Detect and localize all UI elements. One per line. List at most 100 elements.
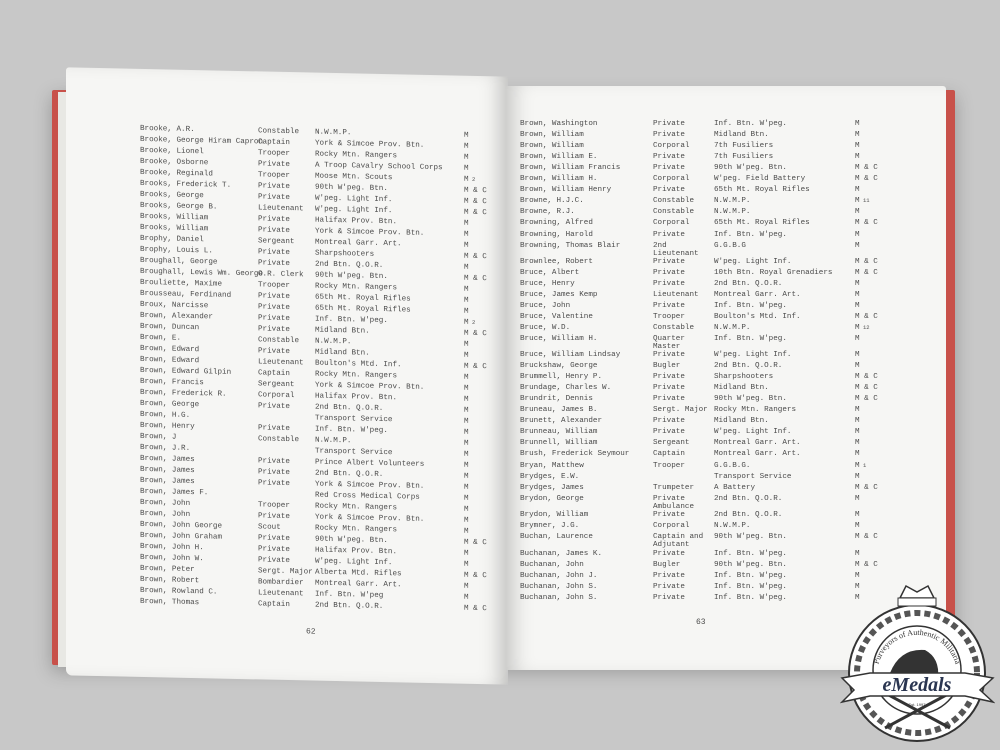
entry-rank: Quarter Master xyxy=(653,334,685,352)
entry-medal: M xyxy=(464,153,469,162)
entry-medal: M xyxy=(855,362,860,371)
entry-medal: M xyxy=(464,527,469,536)
entry-name: Brooke, Osborne xyxy=(140,157,209,168)
entry-unit: Sharpshooters xyxy=(714,373,774,382)
entry-name: Brooke, George Hiram Capron xyxy=(140,135,264,147)
entry-name: Browne, H.J.C. xyxy=(520,197,584,206)
entry-name: Brydges, James xyxy=(520,483,584,492)
entry-medal: M xyxy=(855,521,860,530)
entry-rank: Corporal xyxy=(653,142,690,151)
entry-rank: Private xyxy=(653,120,685,128)
entry-rank: Captain xyxy=(258,600,290,610)
entry-unit: N.W.M.P. xyxy=(315,337,352,347)
entry-medal: M xyxy=(464,164,469,173)
entry-name: Brundrit, Dennis xyxy=(520,395,593,404)
entry-rank: Private xyxy=(258,556,290,566)
entry-rank: Private xyxy=(258,215,290,225)
entry-medal: M xyxy=(855,197,860,206)
entry-unit: 90th W'peg. Btn. xyxy=(714,164,787,173)
entry-rank: Private xyxy=(258,303,290,313)
entry-rank: Private xyxy=(258,314,290,324)
entry-unit: Montreal Garr. Art. xyxy=(315,238,402,249)
entry-name: Brown, Edward xyxy=(140,355,200,366)
entry-rank: Trooper xyxy=(653,312,685,321)
entry-medal: M xyxy=(464,230,469,239)
entry-rank: Private Ambulance xyxy=(653,494,695,512)
entry-medal: M xyxy=(855,230,860,239)
entry-unit: Rocky Mtn. Rangers xyxy=(714,406,797,415)
entry-rank: 2nd Lieutenant xyxy=(653,241,699,259)
entry-medal: M xyxy=(464,505,469,514)
entry-name: Brooke, Reginald xyxy=(140,168,213,179)
entry-name: Broughall, Lewis Wm. George xyxy=(140,267,264,279)
entry-rank: Private xyxy=(258,457,290,467)
entry-name: Brunnell, William xyxy=(520,439,598,448)
entry-name: Brummell, Henry P. xyxy=(520,373,603,382)
entry-medal: M & C xyxy=(464,571,487,581)
entry-unit: N.W.M.P. xyxy=(315,128,352,138)
entry-name: Brown, John George xyxy=(140,520,223,531)
entry-unit: Inf. Btn. W'peg. xyxy=(714,594,787,603)
page-edges xyxy=(58,92,68,667)
entry-medal: M xyxy=(464,285,469,294)
entry-name: Brouliette, Maxime xyxy=(140,278,223,289)
entry-rank: Corporal xyxy=(653,521,690,530)
entry-name: Brown, John H. xyxy=(140,542,204,553)
entry-unit: Inf. Btn. W'peg. xyxy=(315,315,388,326)
entry-name: Brown, William xyxy=(520,131,584,140)
entry-name: Brownlee, Robert xyxy=(520,257,593,266)
entry-name: Bruce, W.D. xyxy=(520,323,571,332)
entry-footnote: 12 xyxy=(863,323,870,331)
entry-medal: M xyxy=(855,472,860,481)
entry-unit: York & Simcoe Prov. Btn. xyxy=(315,480,425,491)
entry-medal: M xyxy=(855,549,860,558)
entry-unit: York & Simcoe Prov. Btn. xyxy=(315,513,425,524)
entry-medal: M & C xyxy=(464,362,487,372)
entry-name: Brundage, Charles W. xyxy=(520,384,612,393)
entry-unit: A Battery xyxy=(714,483,756,492)
entry-medal: M xyxy=(855,461,860,470)
entry-medal: M xyxy=(464,395,469,404)
entry-rank: Private xyxy=(258,325,290,335)
entry-medal: M xyxy=(855,351,860,359)
entry-medal: M & C xyxy=(855,373,878,382)
entry-medal: M xyxy=(855,323,860,332)
entry-rank: Sergeant xyxy=(653,439,690,448)
entry-rank: Trumpeter xyxy=(653,483,695,492)
entry-rank: Private xyxy=(653,428,685,437)
entry-rank: Private xyxy=(653,131,685,140)
entry-rank: Constable xyxy=(653,197,695,206)
entry-name: Brydges, E.W. xyxy=(520,472,580,481)
entry-unit: Rocky Mtn. Rangers xyxy=(315,524,398,535)
entry-medal: M xyxy=(464,318,469,327)
entry-unit: Inf. Btn. W'peg. xyxy=(714,549,787,558)
entry-rank: Lieutenant xyxy=(653,290,699,299)
entry-rank: Private xyxy=(653,373,685,382)
entry-unit: Midland Btn. xyxy=(315,326,370,336)
entry-medal: M & C xyxy=(855,164,878,173)
entry-medal: M xyxy=(464,142,469,151)
entry-medal: M xyxy=(855,583,860,591)
entry-name: Brown, H.G. xyxy=(140,410,191,420)
entry-name: Brown, Edward Gilpin xyxy=(140,366,232,377)
entry-name: Brown, Frederick R. xyxy=(140,388,227,399)
entry-unit: Alberta Mtd. Rifles xyxy=(315,568,402,579)
entry-name: Brown, John W. xyxy=(140,553,204,564)
entry-rank: Lieutenant xyxy=(258,204,304,214)
entry-name: Brown, Robert xyxy=(140,575,200,586)
entry-rank: Corporal xyxy=(653,219,690,228)
entry-unit: N.W.M.P. xyxy=(714,521,751,530)
entry-rank: Private xyxy=(653,257,685,266)
entry-medal: M xyxy=(855,153,860,162)
entry-rank: Private xyxy=(653,583,685,591)
entry-rank: Private xyxy=(653,549,685,558)
entry-medal: M xyxy=(855,241,860,250)
entry-unit: Inf. Btn. W'peg. xyxy=(714,120,787,128)
entry-unit: 65th Mt. Royal Rifles xyxy=(315,293,411,304)
entry-unit: 90th W'peg. Btn. xyxy=(315,535,388,546)
entry-unit: W'peg. Light Inf. xyxy=(315,557,393,568)
entry-unit: Moose Mtn. Scouts xyxy=(315,172,393,183)
entry-medal: M xyxy=(464,483,469,492)
entry-medal: M xyxy=(855,494,860,503)
entry-rank: Private xyxy=(258,545,290,555)
